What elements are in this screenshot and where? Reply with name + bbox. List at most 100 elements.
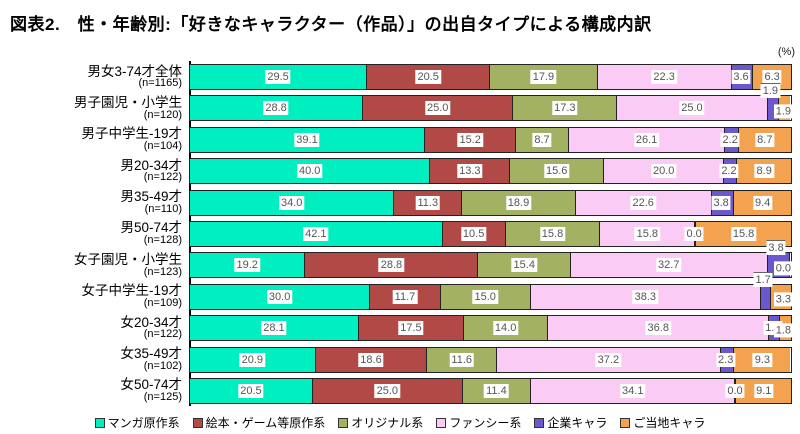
bar-cell: 39.1 15.2 8.7 26.1 2.2 8.7 (189, 126, 792, 153)
bar-cell: 20.9 18.6 11.6 37.2 2.3 9.3 (189, 346, 792, 373)
value-label: 22.6 (630, 195, 656, 210)
value-label: 1.9 (760, 83, 781, 99)
category-cell: 男子中学生-19才 (n=104) (0, 127, 187, 152)
bar-cell: 28.8 25.0 17.3 25.0 1.9 1.9 (189, 83, 793, 122)
bar-segment-ehon-game: 10.5 (442, 221, 506, 246)
bar-segment-gotochi: 9.4 (734, 190, 791, 215)
value-label: 19.2 (234, 258, 260, 273)
value-label: 20.0 (650, 164, 677, 179)
chart-row: 男女3-74才全体 (n=1165) 29.5 20.5 17.9 22.3 3.6 6.3 (0, 64, 792, 90)
value-label: 9.4 (753, 195, 773, 210)
value-label: 15.8 (539, 226, 566, 241)
value-label: 11.7 (392, 289, 418, 304)
legend-chip-ehon-game (192, 417, 203, 428)
category-n: (n=123) (143, 265, 182, 278)
bar: 30.0 11.7 15.0 38.3 1.7 3.3 (189, 271, 793, 310)
value-label: 36.8 (645, 321, 671, 336)
bar-segment-original: 11.4 (462, 378, 532, 403)
bar-segment-ehon-game: 13.3 (430, 159, 511, 184)
category-label: 男35-49才 (120, 189, 182, 205)
bar-segment-original: 14.0 (464, 316, 549, 341)
unit-label: (%) (777, 46, 795, 58)
value-label: 11.6 (449, 352, 475, 367)
chart-area: 男女3-74才全体 (n=1165) 29.5 20.5 17.9 22.3 3.6 6.3 男… (0, 61, 793, 406)
value-label: 9.1 (754, 383, 774, 398)
bar: 28.117.514.036.81.81.8 (189, 315, 793, 342)
value-label: 25.0 (679, 101, 705, 116)
category-label: 男子園児・小学生 (74, 94, 182, 110)
bar-segment-gotochi: 8.9 (737, 159, 791, 184)
bar-segment-manga: 30.0 (190, 284, 371, 309)
bar: 19.2 28.8 15.4 32.7 3.8 0.0 (189, 240, 793, 279)
bar-segment-ehon-game: 20.5 (367, 65, 491, 89)
legend-label: オリジナル系 (351, 416, 424, 430)
category-label: 男20-34才 (120, 157, 182, 173)
category-n: (n=120) (143, 108, 182, 121)
bar-segment-manga: 34.0 (190, 190, 395, 215)
bar: 29.5 20.5 17.9 22.3 3.6 6.3 (189, 64, 792, 90)
value-label: 0.0 (773, 260, 793, 275)
bar-cell: 19.2 28.8 15.4 32.7 3.8 0.0 (189, 240, 793, 279)
bar-segment-fancy: 22.3 (597, 65, 732, 89)
category-label: 男子中学生-19才 (81, 126, 182, 142)
value-label: 1.9 (773, 103, 793, 118)
category-cell: 女35-49才 (n=102) (0, 347, 187, 372)
bar-segment-manga: 28.8 (190, 96, 364, 121)
bar-segment-manga: 42.1 (190, 221, 443, 246)
bar: 20.5 25.0 11.4 34.1 0.0 9.1 (189, 377, 792, 404)
bar: 20.9 18.6 11.6 37.2 2.3 9.3 (189, 346, 792, 373)
bar-segment-original: 15.8 (505, 221, 601, 246)
bar-segment-gotochi: 8.7 (738, 127, 791, 152)
bar-segment-ehon-game: 18.6 (315, 347, 428, 372)
value-label: 8.7 (755, 132, 775, 147)
category-cell: 男子園児・小学生 (n=120) (0, 96, 187, 121)
bar-segment-fancy: 15.8 (600, 221, 696, 246)
bar-cell: 30.0 11.7 15.0 38.3 1.7 3.3 (189, 271, 793, 310)
value-label: 25.0 (374, 383, 401, 398)
bar-segment-ehon-game: 11.7 (370, 284, 441, 309)
value-label: 1.7 (753, 271, 773, 287)
value-label: 28.8 (378, 258, 405, 273)
category-label: 男50-74才 (120, 220, 182, 236)
legend-item: ご当地キャラ (620, 414, 705, 431)
bar-segment-fancy: 34.1 (531, 378, 736, 403)
value-label: 40.0 (296, 164, 323, 179)
value-label: 11.4 (484, 383, 509, 398)
value-label: 17.5 (398, 321, 424, 336)
value-label: 15.0 (472, 289, 498, 304)
legend-chip-original (338, 417, 349, 428)
bar-segment-ehon-game: 28.8 (305, 253, 479, 278)
category-label: 女35-49才 (120, 346, 182, 362)
bar: 34.0 11.3 18.9 22.6 3.8 9.4 (189, 189, 792, 216)
value-label: 29.5 (265, 70, 291, 84)
bar-segment-ehon-game: 11.3 (394, 190, 463, 215)
value-label: 39.1 (294, 132, 320, 147)
value-label: 3.8 (766, 240, 786, 256)
category-cell: 男女3-74才全体 (n=1165) (0, 64, 187, 90)
bar-segment-fancy: 36.8 (548, 316, 770, 341)
value-label: 30.0 (266, 289, 293, 304)
value-label: 15.8 (730, 226, 757, 241)
value-label: 2.3 (716, 352, 736, 367)
legend-item: 企業キャラ (534, 414, 607, 431)
category-cell: 男50-74才 (n=128) (0, 221, 187, 246)
chart-row: 女35-49才 (n=102) 20.9 18.6 11.6 37.2 2.3 9.3 (0, 346, 792, 373)
legend-item: マンガ原作系 (94, 414, 180, 431)
category-n: (n=110) (144, 202, 182, 215)
chart-row: 女20-34才(n=122)28.117.514.036.81.81.8 (0, 315, 793, 342)
value-label: 17.9 (530, 70, 557, 84)
chart-row: 男20-34才 (n=122) 40.0 13.3 15.6 20.0 2.2 8.9 (0, 157, 792, 185)
value-label: 26.1 (633, 132, 660, 147)
legend-item: 絵本・ゲーム等原作系 (192, 414, 325, 431)
bar-cell: 42.1 10.5 15.8 15.8 0.0 15.8 (189, 220, 792, 247)
legend: マンガ原作系 絵本・ゲーム等原作系 オリジナル系 ファンシー系 企業キャラ ご当地キャラ (0, 414, 800, 431)
bar-cell: 28.117.514.036.81.81.8 (189, 315, 793, 342)
value-label: 1.8 (773, 323, 793, 338)
value-label: 22.3 (651, 70, 677, 84)
bar-segment-fancy: 38.3 (530, 284, 761, 309)
value-label: 3.8 (711, 195, 731, 210)
value-label: 15.4 (511, 258, 537, 273)
bar-segment-manga: 29.5 (190, 65, 368, 89)
category-n: (n=104) (143, 140, 182, 153)
page-title: 図表2. 性・年齢別:「好きなキャラクター（作品）」の出自タイプによる構成内訳 (10, 15, 652, 34)
